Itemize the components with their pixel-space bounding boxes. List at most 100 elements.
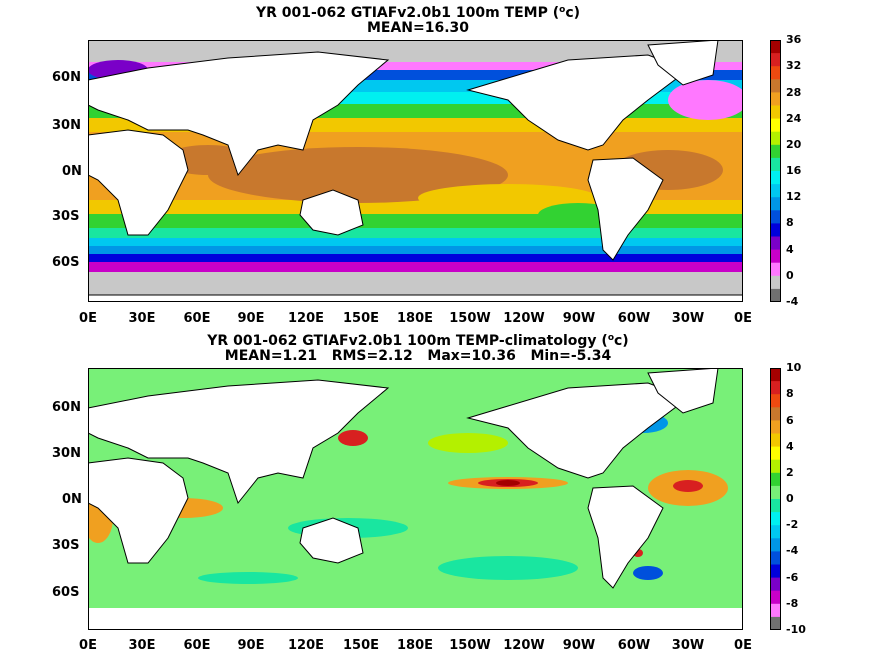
- bottom-map-frame: [88, 368, 743, 630]
- bottom-lon-label: 90W: [562, 638, 596, 653]
- bottom-lon-label: 30E: [128, 638, 156, 653]
- bottom-colorbar-swatch: [770, 525, 781, 539]
- top-lat-label-60s: 60S: [52, 255, 80, 270]
- top-colorbar-swatch: [770, 40, 781, 54]
- bottom-lat-label-30n: 30N: [52, 446, 81, 461]
- top-colorbar-label: 20: [786, 138, 802, 151]
- top-colorbar-swatch: [770, 157, 781, 172]
- bottom-title-text: YR 001-062 GTIAFv2.0b1 100m TEMP-climato…: [207, 333, 608, 349]
- bottom-colorbar-swatch: [770, 407, 781, 421]
- top-colorbar-label: 24: [786, 112, 802, 125]
- bottom-colorbar-label: -4: [786, 544, 799, 557]
- bottom-title-degree: o: [607, 333, 614, 343]
- bottom-colorbar-label: 6: [786, 414, 794, 427]
- top-colorbar-swatch: [770, 92, 781, 106]
- bottom-lat-label-60n: 60N: [52, 400, 81, 415]
- bottom-anomaly-map: [88, 368, 743, 630]
- bottom-colorbar-swatch: [770, 512, 781, 526]
- top-lon-label: 60E: [183, 311, 211, 326]
- top-colorbar-swatch: [770, 197, 781, 211]
- bottom-map-title: YR 001-062 GTIAFv2.0b1 100m TEMP-climato…: [0, 330, 836, 349]
- bottom-lon-label: 60W: [617, 638, 651, 653]
- bottom-colorbar-swatch: [770, 564, 781, 579]
- top-colorbar-swatch: [770, 105, 781, 120]
- bottom-colorbar-label: -10: [786, 623, 806, 636]
- top-colorbar-swatch: [770, 249, 781, 264]
- top-colorbar-label: 32: [786, 59, 802, 72]
- bottom-lon-label: 60E: [183, 638, 211, 653]
- bottom-colorbar-label: 4: [786, 440, 794, 453]
- bottom-colorbar: [770, 368, 781, 630]
- bottom-colorbar-swatch: [770, 446, 781, 461]
- top-lat-label-30n: 30N: [52, 118, 81, 133]
- bottom-colorbar-swatch: [770, 420, 781, 434]
- top-colorbar-swatch: [770, 210, 781, 224]
- top-map-frame: [88, 40, 743, 302]
- bottom-lon-label: 120E: [287, 638, 325, 653]
- bottom-colorbar-swatch: [770, 459, 781, 474]
- top-lat-label-30s: 30S: [52, 209, 80, 224]
- bottom-colorbar-label: 8: [786, 387, 794, 400]
- bottom-colorbar-label: -6: [786, 571, 799, 584]
- bottom-colorbar-label: -2: [786, 518, 799, 531]
- top-land-layer: [88, 40, 743, 302]
- top-colorbar-swatch: [770, 144, 781, 159]
- top-colorbar-label: 28: [786, 86, 802, 99]
- top-lon-label: 0E: [79, 311, 97, 326]
- top-colorbar-swatch: [770, 236, 781, 251]
- top-colorbar-label: 8: [786, 216, 794, 229]
- top-map-title: YR 001-062 GTIAFv2.0b1 100m TEMP (oc): [0, 2, 836, 21]
- bottom-lon-label: 150E: [342, 638, 380, 653]
- bottom-lon-label: 0E: [79, 638, 97, 653]
- top-colorbar-swatch: [770, 131, 781, 146]
- bottom-colorbar-swatch: [770, 538, 781, 552]
- bottom-colorbar-label: 2: [786, 466, 794, 479]
- bottom-colorbar-swatch: [770, 551, 781, 565]
- top-colorbar-label: 36: [786, 33, 802, 46]
- bottom-lon-label: 180E: [396, 638, 434, 653]
- bottom-colorbar-swatch: [770, 616, 781, 630]
- bottom-map-stats: MEAN=1.21 RMS=2.12 Max=10.36 Min=-5.34: [224, 348, 612, 364]
- bottom-lat-label-30s: 30S: [52, 538, 80, 553]
- top-colorbar-label: -4: [786, 295, 799, 308]
- top-lon-label: 30E: [128, 311, 156, 326]
- top-map-stats: MEAN=16.30: [366, 20, 470, 36]
- top-lat-label-60n: 60N: [52, 70, 81, 85]
- top-lon-label: 30W: [671, 311, 705, 326]
- bottom-colorbar-swatch: [770, 381, 781, 395]
- top-title-unit: c): [565, 5, 581, 21]
- top-colorbar-swatch: [770, 262, 781, 277]
- bottom-colorbar-frame: [770, 368, 781, 630]
- top-lon-label: 60W: [617, 311, 651, 326]
- top-lon-label: 90E: [237, 311, 265, 326]
- bottom-lon-label: 0E: [734, 638, 752, 653]
- bottom-colorbar-swatch: [770, 472, 781, 487]
- bottom-colorbar-swatch: [770, 603, 781, 618]
- top-colorbar-label: 16: [786, 164, 802, 177]
- top-title-degree: o: [559, 5, 566, 15]
- bottom-land-layer: [88, 368, 719, 589]
- bottom-colorbar-swatch: [770, 485, 781, 500]
- top-colorbar-label: 4: [786, 243, 794, 256]
- top-colorbar-swatch: [770, 223, 781, 237]
- bottom-colorbar-swatch: [770, 499, 781, 513]
- top-lon-label: 150W: [449, 311, 491, 326]
- bottom-colorbar-swatch: [770, 394, 781, 408]
- top-lon-label: 150E: [342, 311, 380, 326]
- top-colorbar-swatch: [770, 171, 781, 185]
- top-colorbar-swatch: [770, 79, 781, 93]
- bottom-lon-label: 120W: [503, 638, 545, 653]
- bottom-colorbar-swatch: [770, 433, 781, 448]
- top-lon-label: 120W: [503, 311, 545, 326]
- top-lat-label-0n: 0N: [62, 164, 82, 179]
- bottom-lat-label-60s: 60S: [52, 585, 80, 600]
- top-colorbar-swatch: [770, 118, 781, 133]
- bottom-colorbar-label: -8: [786, 597, 799, 610]
- bottom-title-unit: c): [614, 333, 629, 349]
- bottom-lon-label: 30W: [671, 638, 705, 653]
- top-lon-label: 0E: [734, 311, 752, 326]
- top-colorbar-swatch: [770, 184, 781, 198]
- top-colorbar-swatch: [770, 66, 781, 80]
- top-lon-label: 120E: [287, 311, 325, 326]
- top-colorbar-swatch: [770, 275, 781, 290]
